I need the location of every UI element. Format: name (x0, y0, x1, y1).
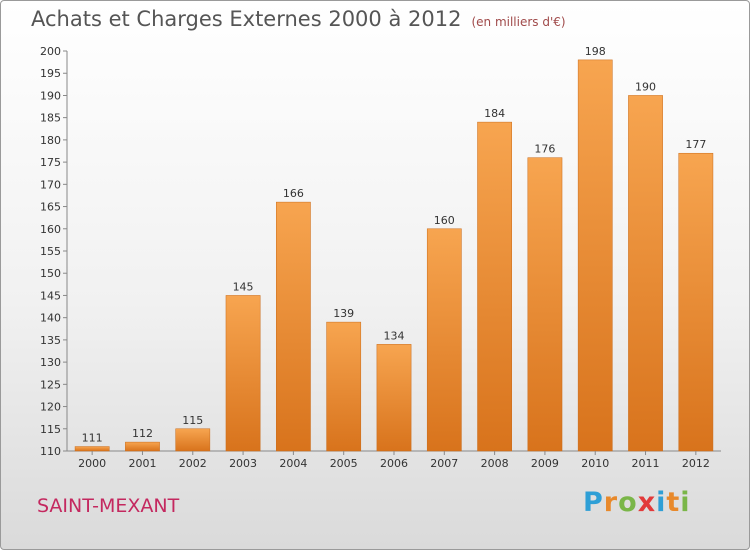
bar-value-label: 190 (635, 80, 656, 93)
chart-title: Achats et Charges Externes 2000 à 2012 (e… (31, 7, 566, 31)
x-tick-label: 2004 (279, 457, 307, 470)
y-tick-label: 115 (40, 423, 61, 436)
bar (678, 152, 714, 452)
bar (477, 121, 512, 452)
logo-letter: o (618, 487, 638, 518)
bar-value-label: 134 (384, 329, 405, 342)
y-tick-label: 155 (40, 245, 61, 258)
bar-value-label: 166 (283, 187, 304, 200)
bar-value-label: 198 (585, 45, 606, 58)
bar (74, 446, 110, 452)
bar (527, 157, 563, 452)
x-tick-label: 2000 (78, 457, 106, 470)
y-tick-label: 175 (40, 156, 61, 169)
logo-letter: r (603, 487, 619, 518)
bar-value-label: 160 (434, 214, 455, 227)
y-tick-label: 180 (40, 134, 61, 147)
x-tick-label: 2009 (531, 457, 559, 470)
bar-value-label: 111 (82, 432, 103, 445)
logo-letter: t (666, 487, 681, 518)
x-tick-label: 2003 (229, 457, 257, 470)
x-tick-label: 2002 (179, 457, 207, 470)
y-tick-label: 135 (40, 334, 61, 347)
bar-value-label: 177 (685, 138, 706, 151)
y-tick-label: 170 (40, 178, 61, 191)
y-tick-label: 140 (40, 312, 61, 325)
x-tick-label: 2010 (581, 457, 609, 470)
bar-value-label: 176 (534, 143, 555, 156)
commune-name: SAINT-MEXANT (37, 495, 180, 517)
y-tick-label: 200 (40, 45, 61, 58)
x-tick-label: 2001 (128, 457, 156, 470)
logo-letter: i (680, 487, 691, 518)
x-tick-label: 2012 (682, 457, 710, 470)
bar-value-label: 112 (132, 427, 153, 440)
bar-value-label: 115 (182, 414, 203, 427)
y-tick-label: 110 (40, 445, 61, 458)
logo-letter: i (656, 487, 667, 518)
y-tick-label: 190 (40, 89, 61, 102)
chart-unit: (en milliers d'€) (471, 15, 566, 29)
bar (426, 228, 462, 452)
logo-letter: P (583, 487, 604, 518)
bar (225, 295, 261, 452)
x-tick-label: 2006 (380, 457, 408, 470)
bar (125, 441, 160, 452)
y-tick-label: 130 (40, 356, 61, 369)
bar (276, 201, 311, 452)
y-tick-label: 195 (40, 67, 61, 80)
y-tick-label: 185 (40, 112, 61, 125)
bar-value-label: 184 (484, 107, 505, 120)
logo-letter: x (637, 487, 657, 518)
proxiti-logo: Proxiti (583, 487, 691, 518)
y-tick-label: 160 (40, 223, 61, 236)
bar-value-label: 139 (333, 307, 354, 320)
y-tick-label: 145 (40, 289, 61, 302)
bar-value-label: 145 (233, 280, 254, 293)
y-tick-label: 120 (40, 401, 61, 414)
bar (628, 95, 663, 452)
x-tick-label: 2008 (481, 457, 509, 470)
x-tick-label: 2011 (632, 457, 660, 470)
x-tick-label: 2005 (330, 457, 358, 470)
bar (376, 344, 412, 452)
y-tick-label: 150 (40, 267, 61, 280)
bar (577, 59, 613, 452)
y-tick-label: 165 (40, 201, 61, 214)
bar (326, 321, 362, 452)
x-tick-label: 2007 (430, 457, 458, 470)
y-tick-label: 125 (40, 378, 61, 391)
bar (175, 428, 211, 452)
